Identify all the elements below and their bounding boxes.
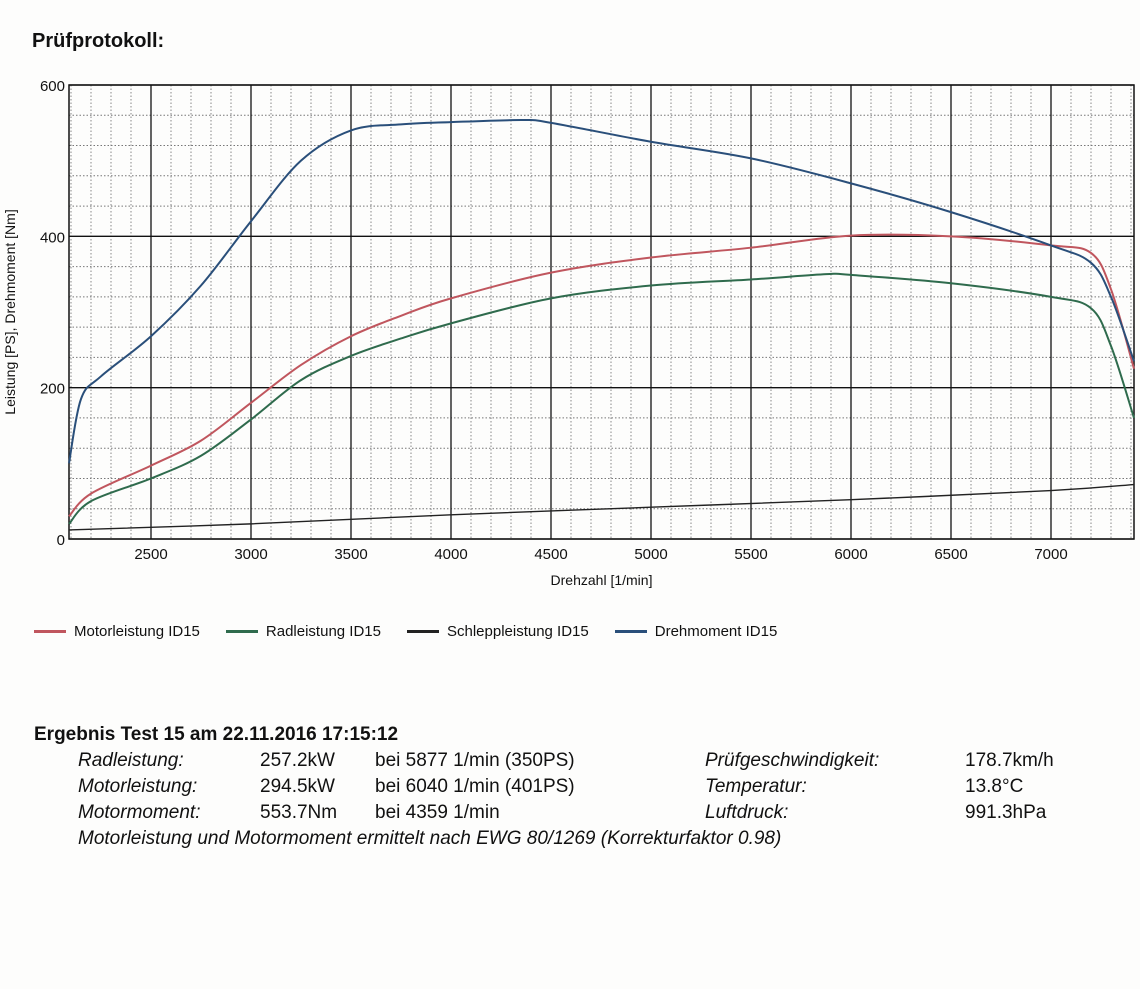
row-detail: bei 6040 1/min (401PS) <box>375 776 575 797</box>
x-tick-label: 4500 <box>534 546 567 563</box>
result-section: Ergebnis Test 15 am 22.11.2016 17:15:12 … <box>34 724 1054 850</box>
legend-label: Drehmoment ID15 <box>654 623 778 640</box>
y-tick-label: 600 <box>40 78 65 95</box>
dyno-chart: 2500 3000 3500 4000 4500 5000 5500 6000 6500 7000… <box>2 78 1135 588</box>
legend-item-radleistung: Radleistung ID15 <box>225 623 381 640</box>
result-title: Ergebnis Test 15 am 22.11.2016 17:15:12 <box>34 724 399 745</box>
series-line-schleppleistung <box>68 483 1135 531</box>
row-label: Radleistung: <box>78 750 184 771</box>
row-label: Motormoment: <box>78 802 201 823</box>
x-tick-label: 2500 <box>134 546 167 563</box>
row-label2: Temperatur: <box>705 776 807 797</box>
plot-frame <box>68 84 1135 540</box>
x-tick-label: 4000 <box>434 546 467 563</box>
y-tick-label: 200 <box>40 381 65 398</box>
result-rows: Radleistung: 257.2kW bei 5877 1/min (350… <box>78 748 1054 826</box>
legend-item-drehmoment: Drehmoment ID15 <box>614 623 778 640</box>
series-line-radleistung <box>68 272 1135 525</box>
page-title: Prüfprotokoll: <box>32 30 165 52</box>
chart-legend: Motorleistung ID15 Radleistung ID15 Schl… <box>34 623 777 640</box>
series-line-drehmoment <box>68 119 1135 464</box>
legend-swatch-schleppleistung <box>406 630 439 633</box>
result-row-motormoment: Motormoment: 553.7Nm bei 4359 1/min Luft… <box>78 800 1054 826</box>
legend-swatch-motorleistung <box>34 630 66 633</box>
y-tick-label: 400 <box>40 229 65 246</box>
x-axis-label: Drehzahl [1/min] <box>551 572 653 588</box>
y-axis-label: Leistung [PS], Drehmoment [Nm] <box>2 209 18 414</box>
x-tick-label: 6500 <box>934 546 967 563</box>
row-value2: 178.7km/h <box>965 750 1054 771</box>
legend-item-motorleistung: Motorleistung ID15 <box>34 623 200 640</box>
row-value2: 991.3hPa <box>965 802 1047 823</box>
x-tick-label: 3000 <box>234 546 267 563</box>
row-value: 257.2kW <box>260 750 335 771</box>
row-label2: Prüfgeschwindigkeit: <box>705 750 880 771</box>
x-tick-label: 7000 <box>1034 546 1067 563</box>
row-detail: bei 4359 1/min <box>375 802 500 823</box>
x-tick-label: 3500 <box>334 546 367 563</box>
row-value: 553.7Nm <box>260 802 338 823</box>
legend-label: Schleppleistung ID15 <box>446 623 589 640</box>
legend-item-schleppleistung: Schleppleistung ID15 <box>406 623 589 640</box>
x-tick-label: 5500 <box>734 546 767 563</box>
series-line-motorleistung <box>68 233 1135 517</box>
row-detail: bei 5877 1/min (350PS) <box>375 750 575 771</box>
row-label: Motorleistung: <box>78 776 198 797</box>
correction-note: Motorleistung und Motormoment ermittelt … <box>78 828 782 849</box>
legend-label: Motorleistung ID15 <box>74 623 200 640</box>
y-tick-label: 0 <box>57 532 65 549</box>
result-row-radleistung: Radleistung: 257.2kW bei 5877 1/min (350… <box>78 748 1054 774</box>
x-tick-label: 5000 <box>634 546 667 563</box>
row-value: 294.5kW <box>260 776 335 797</box>
row-value2: 13.8°C <box>965 776 1024 797</box>
legend-swatch-drehmoment <box>614 630 647 633</box>
result-row-motorleistung: Motorleistung: 294.5kW bei 6040 1/min (4… <box>78 774 1054 800</box>
legend-label: Radleistung ID15 <box>265 623 381 640</box>
x-tick-label: 6000 <box>834 546 867 563</box>
legend-swatch-radleistung <box>225 630 258 633</box>
row-label2: Luftdruck: <box>705 802 789 823</box>
